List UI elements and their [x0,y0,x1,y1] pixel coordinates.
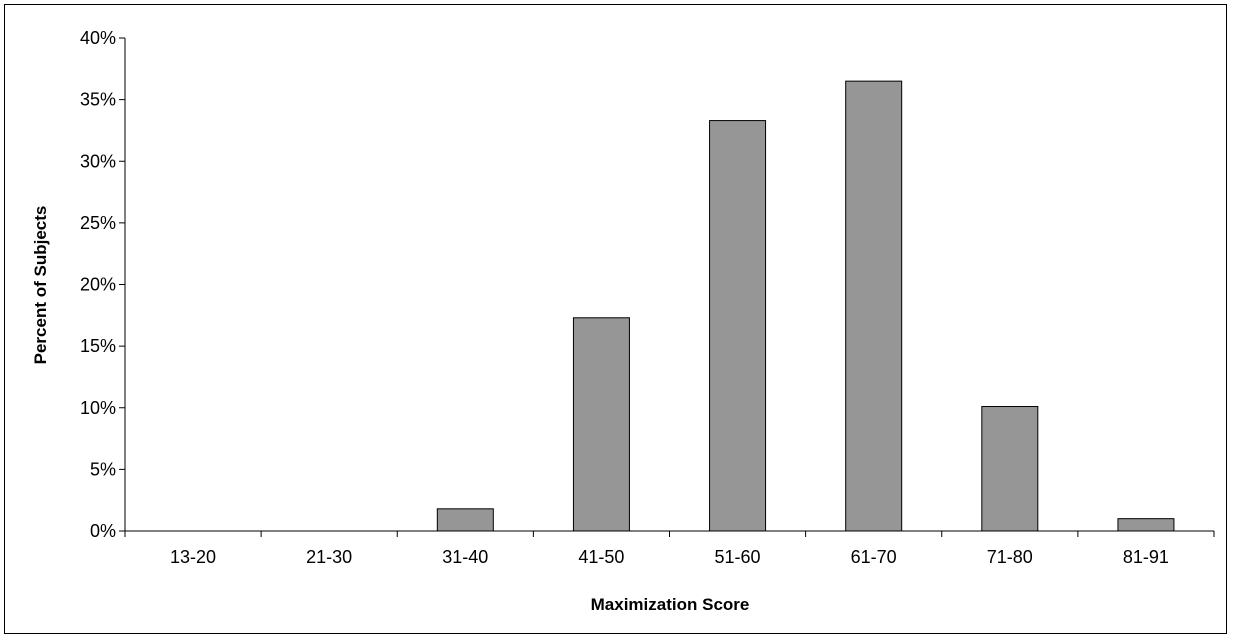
y-tick-labels: 0% 5% 10% 15% 20% 25% 30% 35% 40% [80,28,116,541]
bar-81-91 [1117,518,1175,532]
bar-71-80 [981,406,1039,532]
x-tick-label: 31-40 [442,547,488,567]
bar-31-40 [436,508,494,532]
axes-group [119,37,1215,537]
y-tick-label: 25% [80,213,116,233]
y-axis-title: Percent of Subjects [31,206,50,365]
y-tick-label: 15% [80,336,116,356]
bar-51-60 [709,120,767,532]
bar-41-50 [572,317,630,532]
x-axis-title: Maximization Score [591,595,750,614]
y-tick-label: 30% [80,151,116,171]
bar-61-70 [845,80,903,532]
x-tick-label: 71-80 [987,547,1033,567]
x-tick-labels: 13-20 21-30 31-40 41-50 51-60 61-70 71-80 81-91 [170,547,1169,567]
x-tick-label: 41-50 [578,547,624,567]
y-tick-label: 20% [80,275,116,295]
y-tick-label: 40% [80,28,116,48]
y-tick-label: 10% [80,398,116,418]
x-tick-label: 13-20 [170,547,216,567]
x-tick-label: 81-91 [1123,547,1169,567]
x-tick-label: 51-60 [715,547,761,567]
x-tick-label: 21-30 [306,547,352,567]
y-tick-label: 0% [90,521,116,541]
bars-group [436,80,1175,532]
x-tick-label: 61-70 [851,547,897,567]
y-tick-label: 5% [90,459,116,479]
y-tick-label: 35% [80,90,116,110]
